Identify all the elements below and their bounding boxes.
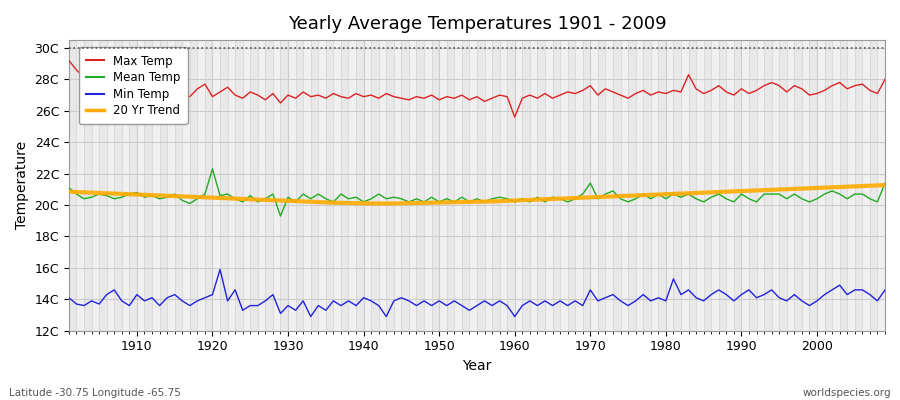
Bar (658, 40, 666, 331)
Bar (266, 40, 273, 331)
Bar (764, 40, 771, 331)
Bar (205, 40, 212, 331)
Bar (492, 40, 500, 331)
Bar (356, 40, 364, 331)
Bar (537, 40, 545, 331)
Bar (401, 40, 409, 331)
Bar (326, 40, 333, 331)
Bar (553, 40, 560, 331)
Legend: Max Temp, Mean Temp, Min Temp, 20 Yr Trend: Max Temp, Mean Temp, Min Temp, 20 Yr Tre… (79, 48, 187, 124)
Bar (190, 40, 197, 331)
Y-axis label: Temperature: Temperature (15, 141, 29, 230)
Bar (159, 40, 167, 331)
Bar (644, 40, 651, 331)
Bar (145, 40, 152, 331)
Bar (295, 40, 303, 331)
Bar (688, 40, 696, 331)
Bar (84, 40, 92, 331)
Bar (220, 40, 228, 331)
Bar (446, 40, 454, 331)
Bar (69, 40, 76, 331)
Bar (885, 40, 893, 331)
Bar (855, 40, 862, 331)
Bar (477, 40, 484, 331)
Bar (749, 40, 757, 331)
Bar (704, 40, 711, 331)
Bar (175, 40, 182, 331)
Bar (582, 40, 590, 331)
Bar (114, 40, 122, 331)
X-axis label: Year: Year (463, 359, 491, 373)
Bar (522, 40, 530, 331)
Bar (568, 40, 575, 331)
Bar (598, 40, 606, 331)
Bar (462, 40, 470, 331)
Bar (508, 40, 515, 331)
Bar (250, 40, 257, 331)
Bar (386, 40, 394, 331)
Bar (719, 40, 726, 331)
Text: Latitude -30.75 Longitude -65.75: Latitude -30.75 Longitude -65.75 (9, 388, 181, 398)
Bar (130, 40, 137, 331)
Bar (628, 40, 635, 331)
Bar (371, 40, 379, 331)
Bar (310, 40, 319, 331)
Bar (809, 40, 817, 331)
Bar (432, 40, 439, 331)
Bar (779, 40, 787, 331)
Bar (840, 40, 847, 331)
Bar (870, 40, 878, 331)
Bar (795, 40, 802, 331)
Bar (417, 40, 424, 331)
Bar (673, 40, 681, 331)
Bar (341, 40, 348, 331)
Bar (235, 40, 243, 331)
Title: Yearly Average Temperatures 1901 - 2009: Yearly Average Temperatures 1901 - 2009 (288, 15, 666, 33)
Bar (99, 40, 107, 331)
Bar (734, 40, 742, 331)
Bar (824, 40, 832, 331)
Bar (281, 40, 288, 331)
Bar (613, 40, 620, 331)
Text: worldspecies.org: worldspecies.org (803, 388, 891, 398)
